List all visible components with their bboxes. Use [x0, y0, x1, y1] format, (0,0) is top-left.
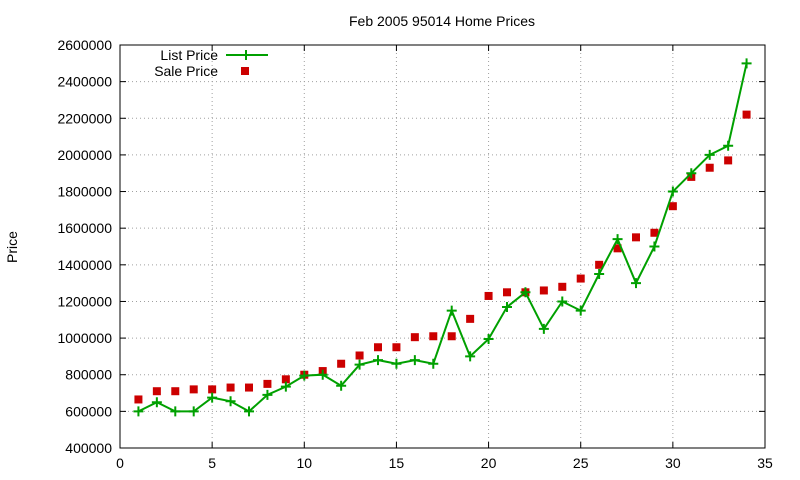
grid: [120, 45, 765, 448]
legend-marker-list-price: [241, 50, 251, 60]
list-price-point: [704, 149, 715, 160]
sale-price-point: [245, 383, 253, 392]
list-price-point: [207, 392, 218, 403]
y-tick-label: 400000: [65, 440, 112, 456]
sale-price-point: [152, 387, 161, 396]
y-tick-label: 1200000: [57, 293, 112, 309]
plot-frame: [119, 44, 766, 449]
sale-price-point: [263, 379, 272, 388]
y-tick-label: 800000: [65, 367, 112, 383]
y-tick-label: 1600000: [57, 220, 112, 236]
list-price-point: [428, 358, 439, 369]
list-price-point: [631, 278, 641, 289]
list-price-point: [188, 406, 199, 417]
x-tick-label: 30: [665, 455, 681, 471]
y-tick-label: 2000000: [57, 147, 112, 163]
sale-price-point: [650, 228, 659, 237]
list-price-point: [336, 380, 347, 391]
list-price-point: [391, 358, 402, 369]
list-price-point: [502, 301, 512, 312]
sale-price-point: [595, 260, 604, 269]
y-tick-label: 1000000: [57, 330, 112, 346]
legend-marker-sale-price: [241, 67, 249, 75]
sale-price-point: [337, 359, 346, 368]
list-price-point: [612, 234, 623, 245]
x-tick-label: 20: [481, 455, 497, 471]
y-tick-label: 2400000: [57, 74, 112, 90]
list-price-point: [151, 397, 162, 408]
sale-price-point: [226, 383, 235, 392]
sale-price-point: [134, 395, 143, 404]
sale-price-point: [705, 163, 714, 172]
sale-price-point: [392, 343, 401, 352]
sale-price-point: [503, 288, 511, 297]
sale-price-point: [466, 314, 475, 323]
sale-price-point: [484, 291, 493, 300]
list-price-point: [133, 406, 144, 417]
list-price-point: [446, 305, 457, 316]
ticks: 0 5 10 15 20 25 30 35 400000 600000 800000 1000000 1…: [57, 37, 773, 471]
list-price-point: [538, 323, 549, 334]
list-price-point: [465, 351, 476, 362]
list-price-point: [262, 389, 273, 400]
x-tick-label: 25: [573, 455, 589, 471]
sale-price-point: [632, 233, 640, 242]
legend: List Price Sale Price: [154, 47, 268, 79]
sale-price-point: [724, 156, 733, 165]
list-price-point: [225, 396, 236, 407]
sale-price-point: [447, 332, 456, 341]
sale-price-point: [355, 351, 364, 360]
list-price-point: [317, 369, 328, 380]
y-tick-label: 1800000: [57, 184, 112, 200]
list-price-point: [280, 381, 291, 392]
y-tick-label: 2600000: [57, 37, 112, 53]
sale-price-point: [410, 333, 419, 342]
y-tick-label: 1400000: [57, 257, 112, 273]
sale-price-point: [171, 387, 180, 396]
list-price-point: [649, 241, 660, 252]
chart-title: Feb 2005 95014 Home Prices: [349, 13, 535, 29]
list-price-point: [594, 268, 605, 279]
list-price-point: [520, 287, 531, 298]
sale-price-point: [742, 110, 751, 119]
list-price-point: [409, 355, 420, 366]
x-tick-label: 5: [208, 455, 216, 471]
legend-label-sale-price: Sale Price: [154, 63, 218, 79]
list-price-point: [170, 406, 181, 417]
series-layer: [133, 58, 752, 417]
sale-price-point: [281, 375, 290, 384]
list-price-point: [575, 305, 586, 316]
sale-price-point: [189, 385, 198, 394]
list-price-point: [373, 355, 383, 366]
list-price-point: [686, 168, 697, 179]
y-axis-label: Price: [4, 231, 20, 263]
sale-price-point: [576, 274, 585, 283]
sale-price-point: [208, 385, 217, 394]
y-tick-label: 2200000: [57, 110, 112, 126]
sale-price-point: [668, 202, 677, 211]
x-tick-label: 15: [389, 455, 405, 471]
sale-price-point: [539, 286, 548, 295]
list-price-point: [299, 370, 310, 381]
list-price-point: [723, 140, 734, 151]
list-price-point: [667, 186, 678, 197]
list-price-line: [137, 63, 748, 413]
legend-label-list-price: List Price: [160, 47, 218, 63]
sale-price-point: [558, 282, 567, 291]
list-price-point: [354, 359, 365, 370]
list-price-point: [741, 58, 752, 69]
sale-price-point: [613, 244, 622, 253]
sale-price-point: [374, 343, 382, 352]
y-tick-label: 600000: [65, 403, 112, 419]
x-tick-label: 10: [296, 455, 312, 471]
sale-price-point: [429, 332, 438, 341]
x-tick-label: 0: [116, 455, 124, 471]
list-price-point: [557, 296, 568, 307]
list-price-point: [244, 406, 254, 417]
x-tick-label: 35: [757, 455, 773, 471]
list-price-point: [483, 334, 494, 345]
